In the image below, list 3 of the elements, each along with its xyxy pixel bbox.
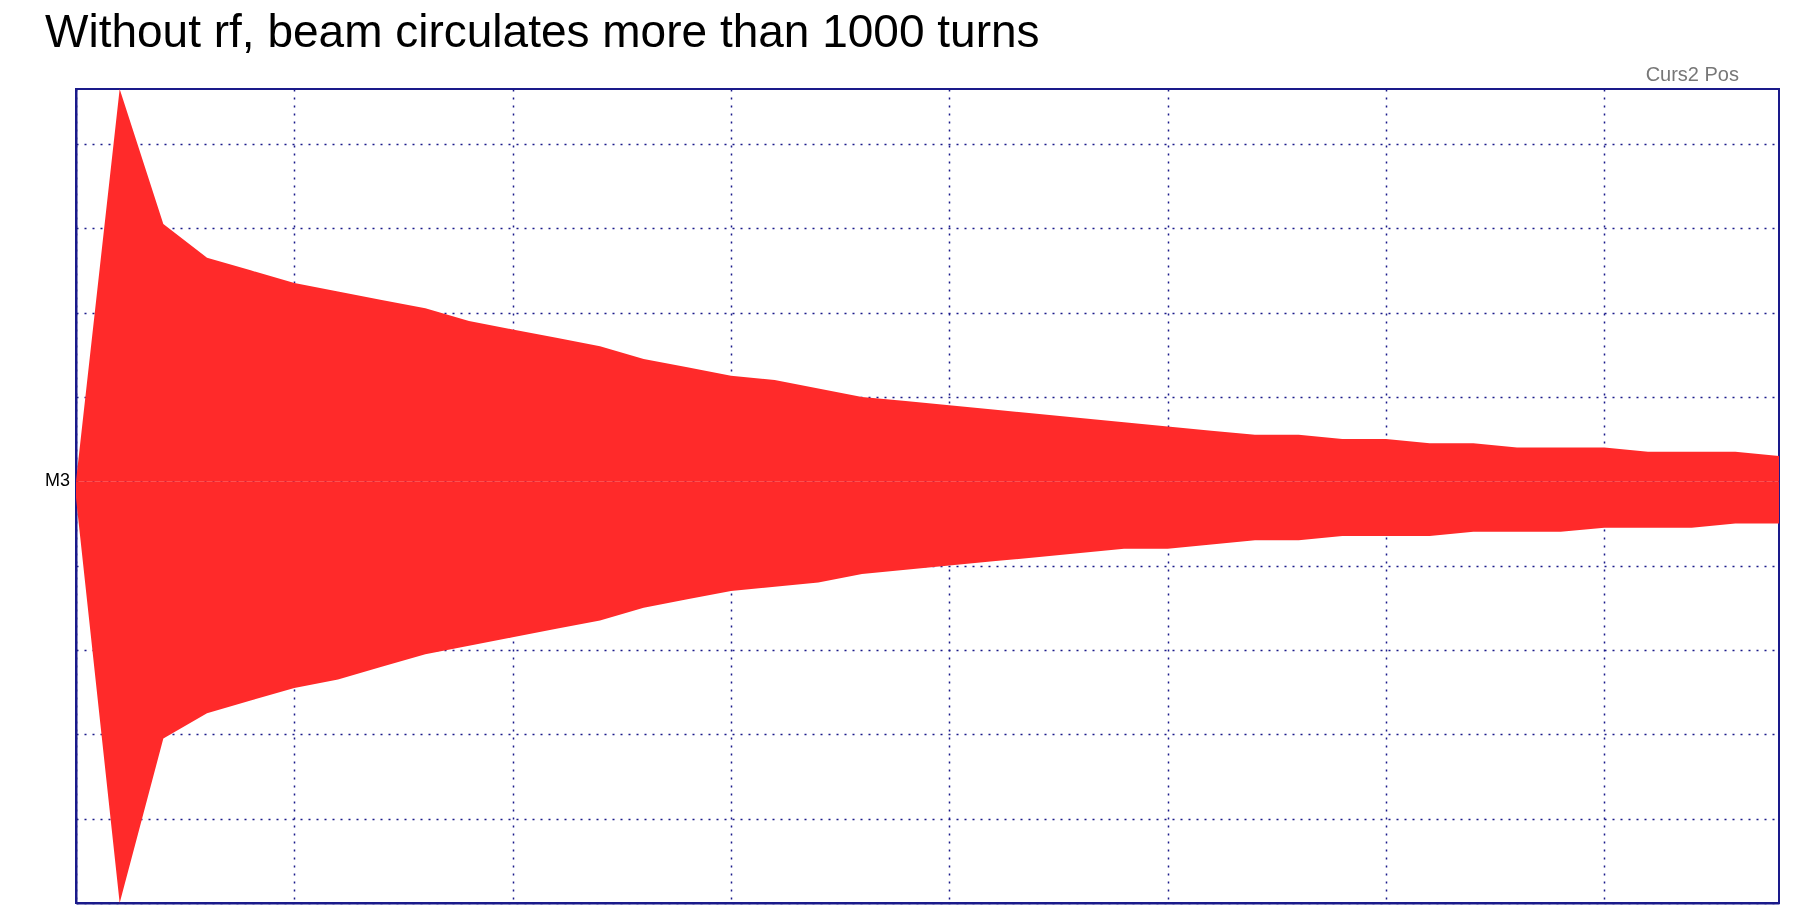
text: M3: [44, 470, 70, 491]
chart-title: Without rf, beam circulates more than 1000 turns: [45, 5, 1040, 57]
text: Curs2 Pos: [1645, 63, 1739, 85]
